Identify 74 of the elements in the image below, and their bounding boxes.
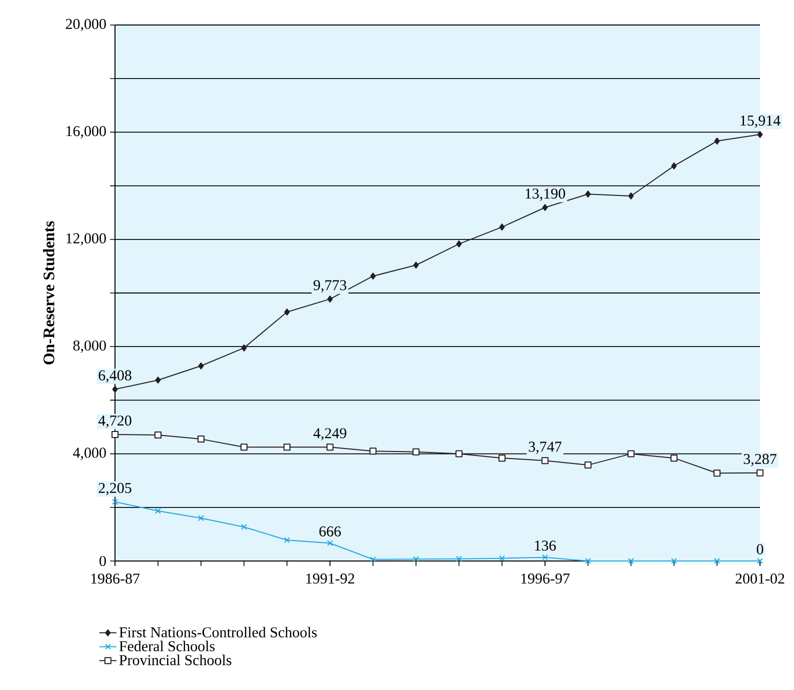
point xyxy=(326,444,334,451)
point xyxy=(198,515,204,522)
point xyxy=(498,454,506,462)
point xyxy=(628,558,634,564)
data-label: 3,287 xyxy=(744,454,776,466)
point xyxy=(284,444,291,451)
point xyxy=(413,556,419,562)
point xyxy=(542,554,548,560)
data-label: 9,773 xyxy=(314,280,346,292)
point xyxy=(714,558,720,564)
point xyxy=(284,537,290,544)
data-label: 2,205 xyxy=(98,482,132,496)
point xyxy=(241,524,247,530)
x-tick-label: 2001-02 xyxy=(736,574,784,584)
point xyxy=(671,162,677,170)
point xyxy=(628,192,634,200)
legend-label: Provincial Schools xyxy=(119,654,232,666)
y-axis-title: On-Reserve Students xyxy=(43,221,54,364)
point xyxy=(542,457,549,464)
point xyxy=(714,470,721,477)
point xyxy=(154,432,162,439)
y-tick-label: 12,000 xyxy=(66,233,106,246)
point xyxy=(413,262,419,269)
point xyxy=(112,498,118,505)
point xyxy=(757,131,763,138)
point xyxy=(584,462,592,469)
point xyxy=(370,448,377,455)
point xyxy=(499,555,505,562)
data-label: 15,914 xyxy=(740,116,780,128)
data-label: 6,408 xyxy=(98,370,132,383)
point xyxy=(284,308,290,316)
point xyxy=(327,296,333,303)
point xyxy=(756,469,764,476)
x-tick-label: 1986-87 xyxy=(91,574,140,584)
point xyxy=(155,376,161,384)
point xyxy=(542,204,548,211)
point xyxy=(155,508,161,514)
point xyxy=(241,344,247,352)
point xyxy=(240,444,248,451)
point xyxy=(412,448,420,456)
legend-label: Federal Schools xyxy=(119,640,215,652)
point xyxy=(671,558,677,564)
point xyxy=(585,558,591,564)
point xyxy=(456,556,462,562)
point xyxy=(456,240,462,248)
data-label: 666 xyxy=(319,526,341,536)
point xyxy=(112,386,118,393)
data-label: 13,190 xyxy=(526,188,566,201)
point xyxy=(628,450,635,458)
point xyxy=(198,362,204,370)
y-tick-label: 4,000 xyxy=(73,448,106,460)
point xyxy=(670,454,678,462)
point xyxy=(456,450,463,458)
x-tick-label: 1996-97 xyxy=(521,574,570,584)
point xyxy=(585,190,591,198)
data-label: 3,747 xyxy=(528,442,562,454)
x-tick-label: 1991-92 xyxy=(306,574,354,584)
data-label: 0 xyxy=(756,544,764,554)
point xyxy=(327,540,333,546)
legend-label: First Nations-Controlled Schools xyxy=(119,626,317,638)
point xyxy=(370,272,376,280)
y-tick-label: 0 xyxy=(100,556,106,566)
data-label: 4,720 xyxy=(98,416,132,428)
point xyxy=(757,558,763,564)
point xyxy=(112,431,118,438)
y-tick-label: 8,000 xyxy=(73,340,106,353)
point xyxy=(714,138,720,145)
point xyxy=(499,224,505,231)
point xyxy=(370,556,376,562)
data-label: 4,249 xyxy=(313,428,346,440)
point xyxy=(198,436,204,443)
data-label: 136 xyxy=(535,540,556,551)
y-tick-label: 20,000 xyxy=(66,18,106,32)
y-tick-label: 16,000 xyxy=(66,126,106,138)
